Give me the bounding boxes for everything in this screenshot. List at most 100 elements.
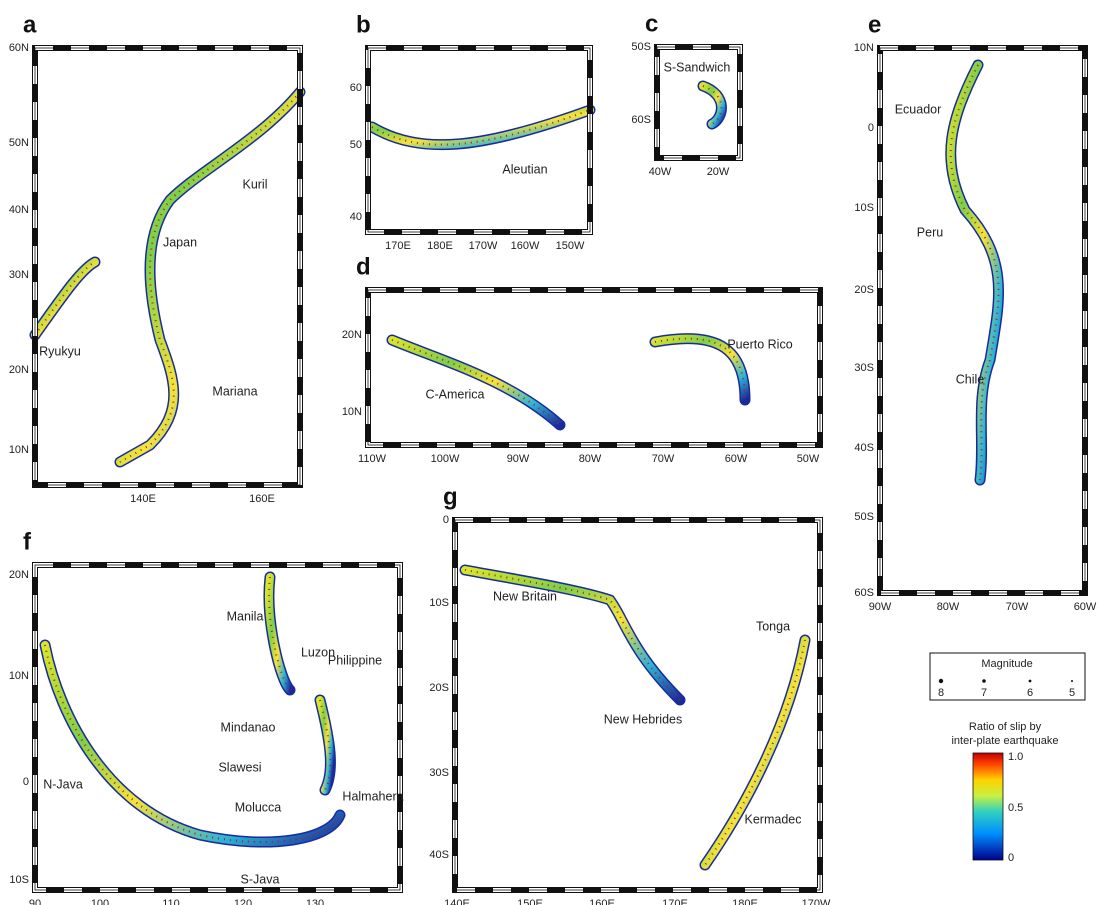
longitude-label: 160E (249, 493, 275, 505)
magnitude-symbol (982, 679, 986, 683)
frame-line (367, 289, 821, 446)
panel-letter: g (443, 483, 458, 510)
region-label: Philippine (328, 653, 382, 667)
latitude-label: 60S (631, 114, 651, 126)
region-label: Mariana (212, 384, 257, 398)
longitude-label: 20W (707, 166, 730, 178)
slip-ratio-band (388, 336, 564, 429)
longitude-label: 140E (130, 493, 156, 505)
longitude-label: 150E (517, 898, 543, 905)
region-label: S-Java (241, 872, 280, 886)
latitude-label: 0 (23, 776, 29, 788)
colorbar (972, 752, 1004, 861)
region-label: Luzon (301, 645, 335, 659)
latitude-label: 10N (9, 670, 29, 682)
latitude-label: 10N (342, 406, 362, 418)
region-label: Chile (956, 372, 985, 386)
slip-ratio-band (116, 88, 304, 466)
map-panel: c 50S 60S 40W 20W S-Sandwich (631, 10, 743, 178)
latitude-label: 40S (854, 442, 874, 454)
colorbar-label: 0.5 (1008, 802, 1023, 814)
panel-letter: f (23, 528, 32, 555)
latitude-label: 50 (350, 139, 362, 151)
magnitude-title: Magnitude (981, 658, 1032, 670)
map-area (880, 48, 1085, 593)
colorbar-label: 0 (1008, 852, 1014, 864)
latitude-label: 20N (342, 329, 362, 341)
legend: Magnitude 8 7 6 5 Ratio of slip by inter-plate… (929, 652, 1086, 864)
latitude-label: 10S (854, 202, 874, 214)
longitude-label: 70W (652, 453, 675, 465)
panel-letter: d (356, 253, 371, 280)
longitude-label: 60W (725, 453, 748, 465)
map-panel: f 20N 10N 0 10S 90 100 110 120 130 Manila LuzonPhil… (9, 528, 404, 905)
colorbar-label: 1.0 (1008, 751, 1023, 763)
longitude-label: 60W (1074, 601, 1097, 613)
longitude-label: 180E (427, 240, 453, 252)
latitude-label: 40 (350, 211, 362, 223)
earthquake-dots (34, 261, 96, 336)
latitude-label: 30S (854, 362, 874, 374)
latitude-label: 50S (854, 511, 874, 523)
latitude-label: 30N (9, 269, 29, 281)
frame-line (34, 564, 401, 891)
colorbar-title: Ratio of slip by (969, 721, 1042, 733)
longitude-label: 130 (306, 898, 324, 905)
latitude-label: 20S (854, 284, 874, 296)
frame-line (367, 47, 591, 233)
longitude-label: 50W (797, 453, 820, 465)
longitude-label: 100W (431, 453, 460, 465)
region-label: Aleutian (502, 162, 547, 176)
map-area (368, 290, 820, 445)
longitude-label: 140E (444, 898, 470, 905)
magnitude-label: 5 (1069, 687, 1075, 699)
colorbar-title: inter-plate earthquake (951, 735, 1058, 747)
magnitude-symbol (1071, 680, 1073, 682)
panel-letter: a (23, 11, 37, 38)
longitude-label: 170W (469, 240, 498, 252)
latitude-label: 60N (9, 42, 29, 54)
latitude-label: 30S (429, 767, 449, 779)
latitude-label: 60S (854, 587, 874, 599)
region-label: Ecuador (895, 102, 942, 116)
frame-line (454, 519, 821, 891)
region-label: Manila (227, 609, 264, 623)
map-panel: g 0 10S 20S 30S 40S 140E 150E 160E 170E 180E 170W Ne… (429, 483, 831, 905)
latitude-label: 20S (429, 682, 449, 694)
slip-ratio-band (368, 106, 594, 149)
longitude-label: 40W (649, 166, 672, 178)
magnitude-label: 6 (1027, 687, 1033, 699)
longitude-label: 110W (358, 453, 387, 465)
latitude-label: 60 (350, 82, 362, 94)
longitude-label: 110 (162, 898, 180, 905)
slip-ratio-band (265, 573, 294, 694)
region-label: New Hebrides (604, 712, 683, 726)
longitude-label: 170E (385, 240, 411, 252)
latitude-label: 40N (9, 204, 29, 216)
latitude-label: 10S (9, 874, 29, 886)
longitude-label: 80W (937, 601, 960, 613)
region-label: Slawesi (218, 760, 261, 774)
latitude-label: 20N (9, 569, 29, 581)
slip-ratio-band (651, 334, 749, 404)
latitude-label: 10N (854, 42, 874, 54)
earthquake-dots (704, 639, 806, 866)
region-label: Mindanao (221, 720, 276, 734)
latitude-label: 10S (429, 597, 449, 609)
latitude-label: 40S (429, 849, 449, 861)
map-panel: a 60N 50N 40N 30N 20N 10N 140E 160E Kuril Japan Ryu… (9, 11, 306, 505)
slip-ratio-band (699, 82, 726, 128)
region-label: Tonga (756, 619, 790, 633)
longitude-label: 150W (556, 240, 585, 252)
longitude-label: 80W (579, 453, 602, 465)
region-label: Japan (163, 235, 197, 249)
region-label: Molucca (235, 800, 282, 814)
panel-letter: e (868, 11, 881, 38)
latitude-label: 20N (9, 364, 29, 376)
region-label: C-America (425, 387, 484, 401)
magnitude-symbol (938, 678, 944, 684)
map-panel: e 10N 0 10S 20S 30S 40S 50S 60S 90W 80W 70W 60W Ecuad… (854, 11, 1097, 613)
region-label: Kermadec (745, 812, 802, 826)
region-label: N-Java (43, 777, 83, 791)
panel-letter: b (356, 11, 371, 38)
